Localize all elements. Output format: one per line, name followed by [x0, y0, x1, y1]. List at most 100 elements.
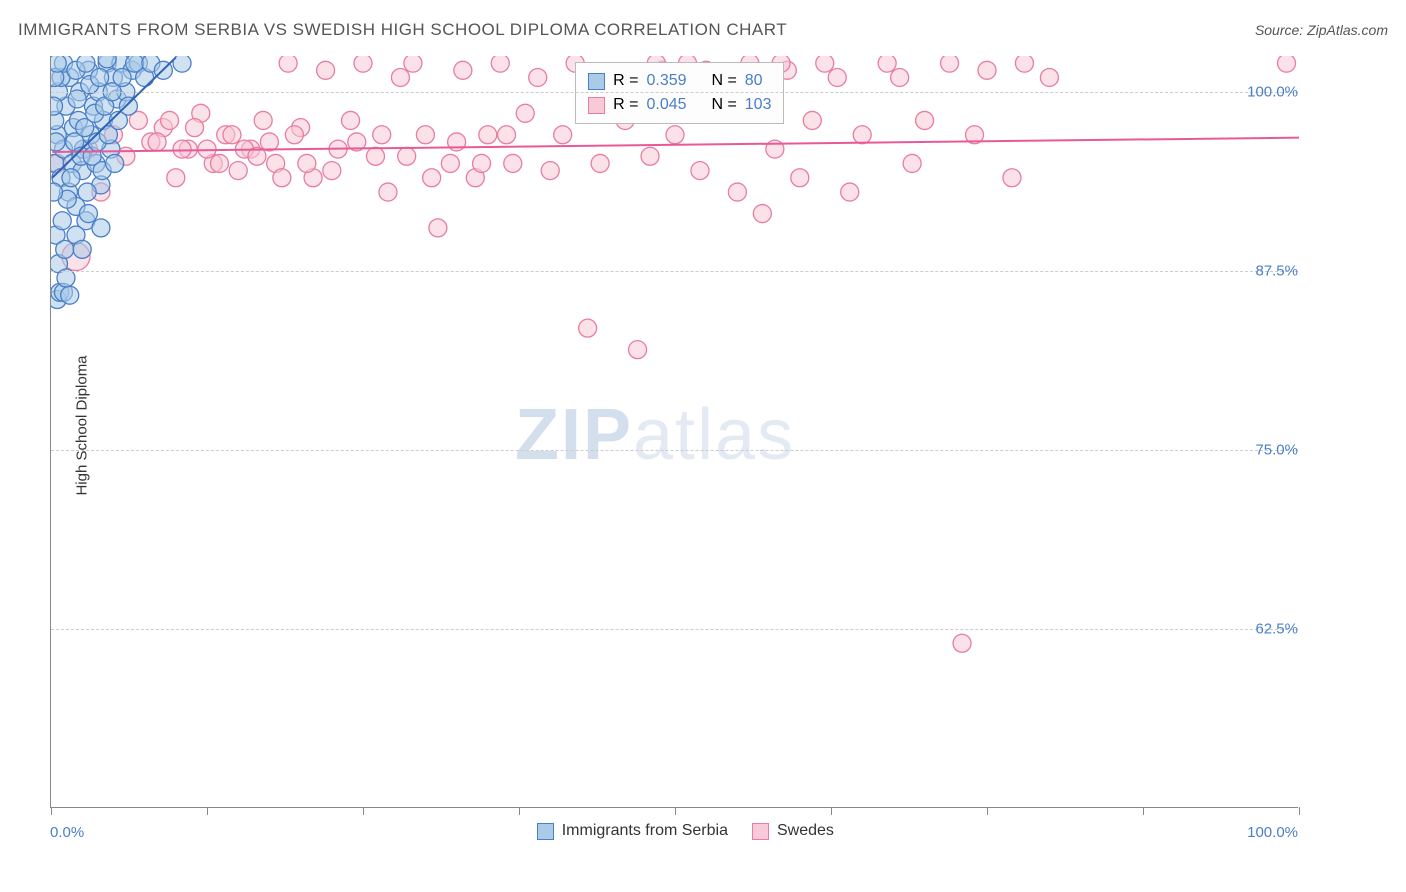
data-point [373, 126, 391, 144]
x-tick-mark [51, 807, 52, 815]
x-axis-max-label: 100.0% [1247, 824, 1298, 841]
data-point [198, 140, 216, 158]
data-point [366, 147, 384, 165]
x-tick-mark [207, 807, 208, 815]
data-point [92, 219, 110, 237]
data-point [148, 133, 166, 151]
pink-swatch-icon [752, 823, 769, 840]
data-point [260, 133, 278, 151]
data-point [629, 341, 647, 359]
data-point [51, 183, 62, 201]
x-axis-min-label: 0.0% [50, 824, 84, 841]
data-point [273, 169, 291, 187]
grid-line [51, 92, 1298, 93]
data-point [591, 154, 609, 172]
data-point [878, 56, 896, 72]
data-point [529, 68, 547, 86]
data-point [53, 212, 71, 230]
pink-swatch-icon [588, 97, 605, 114]
data-point [1278, 56, 1296, 72]
data-point [79, 205, 97, 223]
data-point [903, 154, 921, 172]
data-point [173, 140, 191, 158]
data-point [1040, 68, 1058, 86]
data-point [479, 126, 497, 144]
data-point [379, 183, 397, 201]
data-point [113, 68, 131, 86]
grid-line [51, 450, 1298, 451]
data-point [416, 126, 434, 144]
data-point [916, 111, 934, 129]
x-tick-mark [831, 807, 832, 815]
data-point [404, 56, 422, 72]
data-point [1015, 56, 1033, 72]
data-point [342, 111, 360, 129]
data-point [504, 154, 522, 172]
data-point [641, 147, 659, 165]
plot-area: ZIPatlas R = 0.359 N = 80 R = 0.045 N = … [50, 56, 1298, 808]
data-point [391, 68, 409, 86]
data-point [491, 56, 509, 72]
data-point [279, 56, 297, 72]
chart-title: IMMIGRANTS FROM SERBIA VS SWEDISH HIGH S… [18, 20, 787, 40]
data-point [978, 61, 996, 79]
title-bar: IMMIGRANTS FROM SERBIA VS SWEDISH HIGH S… [18, 20, 1388, 40]
data-point [98, 56, 116, 68]
data-point [73, 240, 91, 258]
data-point [828, 68, 846, 86]
data-point [323, 162, 341, 180]
x-tick-mark [675, 807, 676, 815]
data-point [229, 162, 247, 180]
data-point [554, 126, 572, 144]
source-label: Source: ZipAtlas.com [1255, 22, 1388, 38]
data-point [454, 61, 472, 79]
y-tick-label: 87.5% [1255, 262, 1298, 279]
legend-stat-row: R = 0.045 N = 103 [588, 93, 771, 117]
data-point [803, 111, 821, 129]
data-point [62, 169, 80, 187]
data-point [51, 133, 65, 151]
x-tick-mark [987, 807, 988, 815]
data-point [77, 56, 95, 72]
data-point [841, 183, 859, 201]
data-point [853, 126, 871, 144]
data-point [941, 56, 959, 72]
data-point [816, 56, 834, 72]
data-point [223, 126, 241, 144]
blue-swatch-icon [588, 73, 605, 90]
data-point [541, 162, 559, 180]
y-tick-label: 75.0% [1255, 441, 1298, 458]
data-point [285, 126, 303, 144]
data-point [254, 111, 272, 129]
data-point [516, 104, 534, 122]
grid-line [51, 629, 1298, 630]
data-point [423, 169, 441, 187]
data-point [119, 97, 137, 115]
data-point [728, 183, 746, 201]
data-point [91, 68, 109, 86]
x-tick-mark [1299, 807, 1300, 815]
legend-label: Swedes [777, 822, 834, 840]
legend-item: Immigrants from Serbia [537, 822, 728, 840]
legend-label: Immigrants from Serbia [562, 822, 728, 840]
data-point [298, 154, 316, 172]
legend-bottom: Immigrants from Serbia Swedes [537, 822, 834, 840]
x-tick-mark [1143, 807, 1144, 815]
data-point [498, 126, 516, 144]
data-point [891, 68, 909, 86]
data-point [953, 634, 971, 652]
x-tick-mark [363, 807, 364, 815]
data-point [441, 154, 459, 172]
data-point [354, 56, 372, 72]
data-point [51, 97, 62, 115]
y-tick-label: 62.5% [1255, 620, 1298, 637]
data-point [61, 286, 79, 304]
data-point [791, 169, 809, 187]
data-point [579, 319, 597, 337]
data-point [691, 162, 709, 180]
blue-swatch-icon [537, 823, 554, 840]
data-point [317, 61, 335, 79]
data-point [429, 219, 447, 237]
grid-line [51, 271, 1298, 272]
data-point [186, 119, 204, 137]
